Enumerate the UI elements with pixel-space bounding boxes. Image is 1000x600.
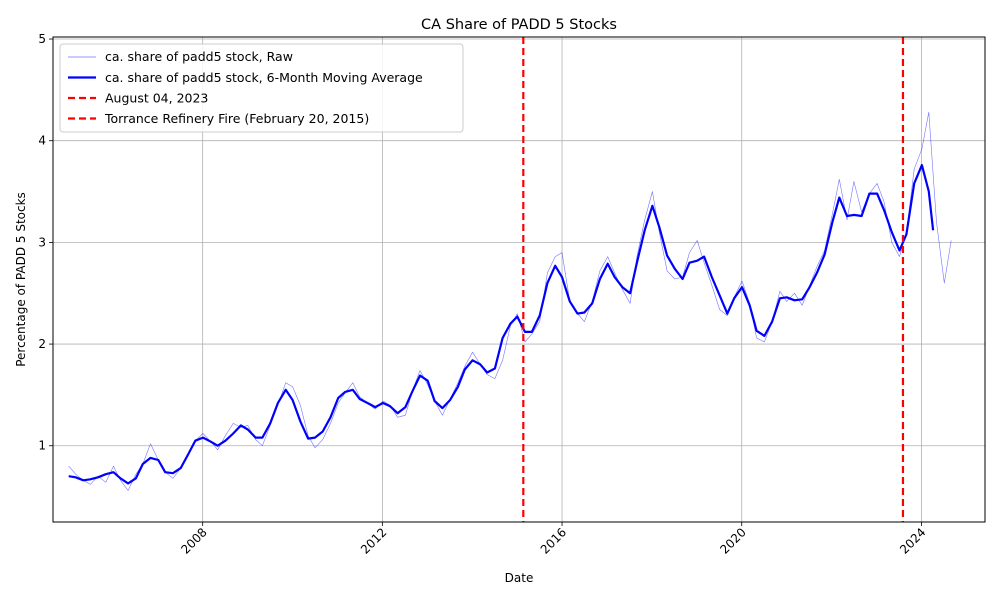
legend-label-august-04-2023: August 04, 2023 [105, 91, 208, 106]
grid [53, 37, 985, 522]
y-tick-label: 3 [38, 235, 46, 249]
moving-average-line [68, 164, 935, 485]
x-axis: 2008 2012 2016 2020 2024 [178, 522, 929, 557]
y-axis: 1 2 3 4 5 [38, 32, 53, 453]
legend-label-moving-average: ca. share of padd5 stock, 6-Month Moving… [105, 70, 423, 85]
y-tick-label: 1 [38, 439, 46, 453]
legend-box [59, 43, 464, 133]
vline-layer [522, 37, 905, 522]
y-axis-title: Percentage of PADD 5 Stocks [14, 192, 28, 367]
y-tick-label: 4 [38, 134, 46, 148]
x-tick-label: 2024 [897, 525, 928, 556]
series-layer [68, 111, 952, 491]
x-tick-label: 2020 [717, 525, 748, 556]
x-axis-title: Date [505, 571, 534, 585]
x-tick-label: 2016 [538, 525, 569, 556]
chart-title: CA Share of PADD 5 Stocks [421, 17, 617, 33]
y-tick-label: 5 [38, 32, 46, 46]
raw-series-line [68, 111, 952, 491]
y-tick-label: 2 [38, 337, 46, 351]
x-tick-label: 2008 [178, 525, 209, 556]
legend: ca. share of padd5 stock, Raw ca. share … [59, 43, 464, 133]
legend-label-torrance-fire: Torrance Refinery Fire (February 20, 201… [104, 111, 369, 126]
legend-label-raw: ca. share of padd5 stock, Raw [105, 49, 293, 64]
plot-frame [52, 36, 986, 523]
x-tick-label: 2012 [358, 525, 389, 556]
